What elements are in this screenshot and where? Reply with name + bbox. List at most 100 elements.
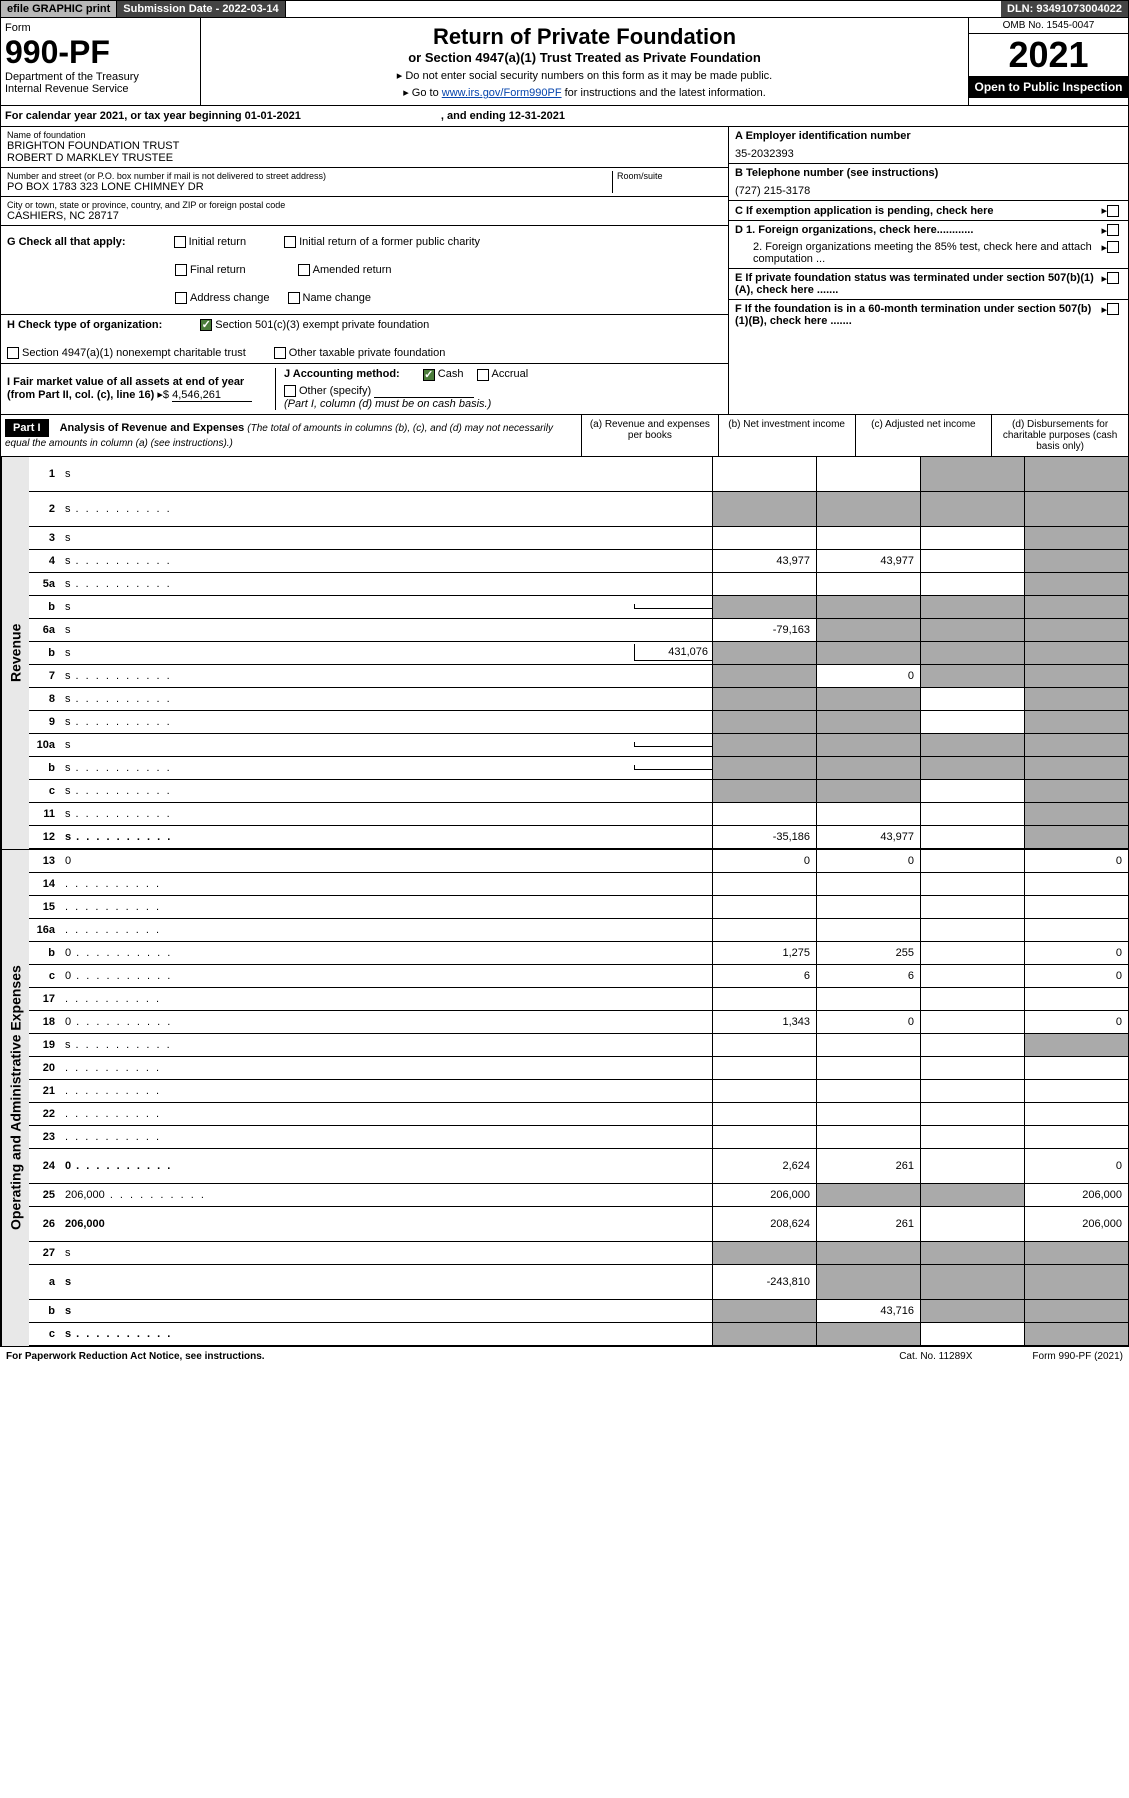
d2-checkbox[interactable] — [1107, 241, 1119, 253]
d1-checkbox[interactable] — [1107, 224, 1119, 236]
amended-checkbox[interactable] — [298, 264, 310, 276]
501c3-checkbox[interactable] — [200, 319, 212, 331]
4947-checkbox[interactable] — [7, 347, 19, 359]
accrual-checkbox[interactable] — [477, 369, 489, 381]
value-cell — [920, 734, 1024, 756]
value-cell — [712, 1323, 816, 1345]
cal-year-end: , and ending 12-31-2021 — [441, 110, 565, 122]
cash-checkbox[interactable] — [423, 369, 435, 381]
value-cell: 0 — [1024, 965, 1128, 987]
value-cell — [1024, 642, 1128, 664]
value-cell — [920, 965, 1024, 987]
value-cell — [920, 550, 1024, 572]
value-cell — [712, 457, 816, 491]
addr-change-checkbox[interactable] — [175, 292, 187, 304]
efile-print-button[interactable]: efile GRAPHIC print — [1, 1, 117, 17]
other-specify-checkbox[interactable] — [284, 385, 296, 397]
line-number: c — [29, 968, 61, 984]
initial-former-checkbox[interactable] — [284, 236, 296, 248]
g-label: G Check all that apply: — [7, 236, 126, 248]
value-cell: 43,716 — [816, 1300, 920, 1322]
value-cell — [816, 1323, 920, 1345]
line-row: c0660 — [29, 965, 1128, 988]
line-row: 130000 — [29, 850, 1128, 873]
line-row: 2402,6242610 — [29, 1149, 1128, 1184]
value-cell — [920, 596, 1024, 618]
final-return-checkbox[interactable] — [175, 264, 187, 276]
value-cell: 206,000 — [1024, 1207, 1128, 1241]
value-cell — [1024, 757, 1128, 779]
value-cell — [712, 688, 816, 710]
line-number: b — [29, 1303, 61, 1319]
revenue-side-label: Revenue — [1, 457, 29, 849]
value-cell — [712, 1242, 816, 1264]
line-row: 1s — [29, 457, 1128, 492]
line-description — [61, 899, 712, 915]
name-change-checkbox[interactable] — [288, 292, 300, 304]
line-description: s — [61, 599, 634, 615]
line-number: b — [29, 760, 61, 776]
initial-return-checkbox[interactable] — [174, 236, 186, 248]
value-cell: 1,343 — [712, 1011, 816, 1033]
line-number: 15 — [29, 899, 61, 915]
line-number: 25 — [29, 1187, 61, 1203]
value-cell — [920, 665, 1024, 687]
value-cell — [1024, 711, 1128, 733]
paperwork-notice: For Paperwork Reduction Act Notice, see … — [6, 1351, 265, 1362]
value-cell — [920, 1126, 1024, 1148]
e-label: E If private foundation status was termi… — [735, 272, 1101, 296]
value-cell — [712, 1080, 816, 1102]
line-number: 14 — [29, 876, 61, 892]
value-cell — [712, 1057, 816, 1079]
line-row: 8s — [29, 688, 1128, 711]
value-cell — [712, 642, 816, 664]
value-cell — [920, 1207, 1024, 1241]
other-taxable-checkbox[interactable] — [274, 347, 286, 359]
line-number: 9 — [29, 714, 61, 730]
f-label: F If the foundation is in a 60-month ter… — [735, 303, 1101, 327]
line-number: 13 — [29, 853, 61, 869]
value-cell: 6 — [712, 965, 816, 987]
line-number: 2 — [29, 501, 61, 517]
value-cell — [920, 1149, 1024, 1183]
line-row: 6as-79,163 — [29, 619, 1128, 642]
value-cell — [712, 1126, 816, 1148]
line-row: bs — [29, 757, 1128, 780]
line-description — [61, 922, 712, 938]
value-cell — [1024, 550, 1128, 572]
expenses-side-label: Operating and Administrative Expenses — [1, 850, 29, 1346]
irs-link[interactable]: www.irs.gov/Form990PF — [442, 87, 562, 99]
value-cell — [816, 988, 920, 1010]
f-checkbox[interactable] — [1107, 303, 1119, 315]
sub-value — [634, 604, 712, 609]
value-cell — [920, 757, 1024, 779]
value-cell — [920, 1057, 1024, 1079]
value-cell — [1024, 1057, 1128, 1079]
line-description: s — [61, 530, 712, 546]
e-checkbox[interactable] — [1107, 272, 1119, 284]
foundation-name-2: ROBERT D MARKLEY TRUSTEE — [7, 152, 722, 164]
line-row: 10as — [29, 734, 1128, 757]
line-description: s — [61, 737, 634, 753]
open-public-badge: Open to Public Inspection — [969, 76, 1128, 98]
value-cell — [1024, 665, 1128, 687]
value-cell: 0 — [712, 850, 816, 872]
value-cell — [920, 826, 1024, 848]
value-cell — [712, 573, 816, 595]
value-cell — [1024, 492, 1128, 526]
line-description: s — [61, 1303, 712, 1319]
sub-value — [634, 742, 712, 747]
sub-value: 431,076 — [634, 644, 712, 661]
value-cell — [920, 1080, 1024, 1102]
form-ref: Form 990-PF (2021) — [1032, 1351, 1123, 1362]
value-cell — [712, 734, 816, 756]
value-cell — [816, 1057, 920, 1079]
value-cell: 1,275 — [712, 942, 816, 964]
value-cell — [816, 1103, 920, 1125]
c-checkbox[interactable] — [1107, 205, 1119, 217]
line-number: b — [29, 599, 61, 615]
line-row: 3s — [29, 527, 1128, 550]
line-number: 27 — [29, 1245, 61, 1261]
value-cell — [920, 780, 1024, 802]
value-cell — [920, 896, 1024, 918]
